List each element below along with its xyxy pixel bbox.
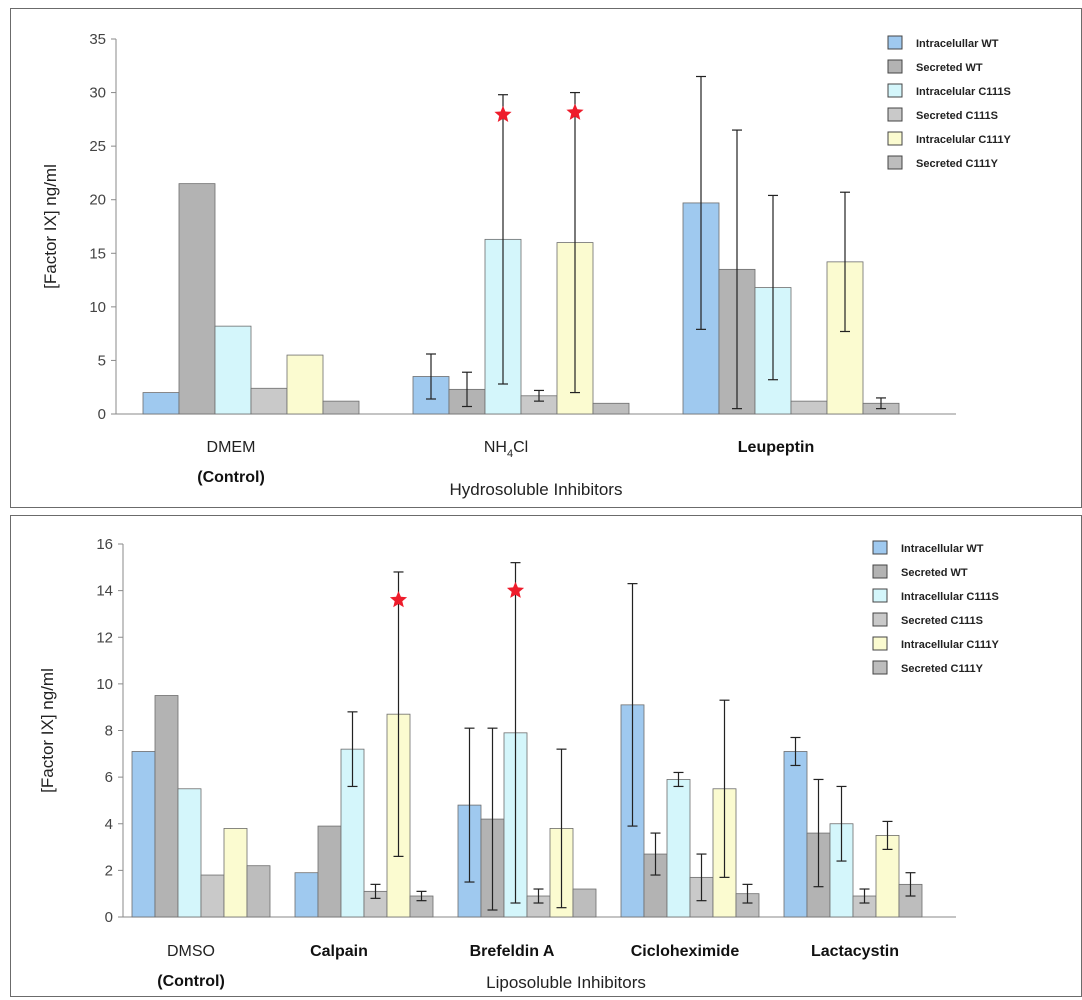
legend-swatch — [872, 636, 888, 651]
y-tick-label: 8 — [105, 723, 113, 740]
y-tick-label: 35 — [89, 31, 106, 48]
legend-swatch — [887, 59, 903, 74]
y-tick-label: 14 — [96, 583, 113, 600]
legend-label: Intracelullar WT — [916, 38, 999, 50]
legend-swatch — [872, 540, 888, 555]
x-axis-title: Liposoluble Inhibitors — [486, 973, 646, 992]
bar — [214, 325, 252, 415]
y-tick-label: 4 — [105, 816, 113, 833]
y-tick-label: 2 — [105, 862, 113, 879]
category-label: Leupeptin — [738, 439, 814, 456]
bar — [200, 874, 225, 918]
legend-swatch — [872, 588, 888, 603]
bar — [177, 788, 202, 918]
legend-swatch — [872, 660, 888, 675]
category-label: Calpain — [310, 943, 368, 960]
bar — [246, 865, 271, 918]
y-tick-label: 30 — [89, 85, 106, 102]
legend-swatch — [887, 83, 903, 98]
legend-label: Secreted C111S — [916, 110, 998, 122]
category-label: Lactacystin — [811, 943, 899, 960]
hydrosoluble-chart: 0 5 10 15 20 25 30 35 [Factor IX] ng/ml DMEM (Cont… — [41, 31, 1011, 499]
category-label: DMEM — [207, 439, 256, 456]
significance-star — [389, 591, 408, 608]
legend-label: Secreted C111S — [901, 615, 983, 627]
liposoluble-inhibitors-panel: 0 2 4 6 8 10 12 14 16 [Factor IX] ng/ml DMSO (Contr… — [10, 515, 1082, 997]
y-tick-label: 0 — [98, 406, 106, 423]
legend-label: Secreted WT — [916, 62, 983, 74]
y-tick-label: 25 — [89, 138, 106, 155]
legend-swatch — [872, 612, 888, 627]
significance-star — [494, 105, 512, 122]
x-axis-title: Hydrosoluble Inhibitors — [450, 480, 623, 499]
bar — [223, 828, 248, 918]
legend-swatch — [887, 155, 903, 170]
category-label: Brefeldin A — [470, 943, 555, 960]
bar — [592, 402, 630, 415]
bar — [250, 387, 288, 415]
category-sublabel: (Control) — [197, 469, 265, 486]
liposoluble-chart: 0 2 4 6 8 10 12 14 16 [Factor IX] ng/ml DMSO (Contr… — [38, 536, 999, 992]
y-axis-label: [Factor IX] ng/ml — [41, 164, 60, 289]
bar — [154, 695, 179, 918]
category-label: DMSO — [167, 943, 215, 960]
bar — [666, 779, 691, 918]
bar — [131, 751, 156, 918]
y-tick-label: 16 — [96, 536, 113, 553]
category-sublabel: (Control) — [157, 973, 225, 990]
hydrosoluble-inhibitors-panel: 0 5 10 15 20 25 30 35 [Factor IX] ng/ml DMEM (Cont… — [10, 8, 1082, 508]
significance-star — [506, 581, 525, 598]
y-tick-label: 10 — [89, 299, 106, 316]
legend-label: Secreted WT — [901, 567, 968, 579]
bar — [286, 354, 324, 415]
bar — [783, 751, 808, 918]
bar — [294, 872, 319, 918]
y-tick-label: 20 — [89, 192, 106, 209]
category-label: Cicloheximide — [631, 943, 740, 960]
bar — [322, 400, 360, 415]
y-tick-label: 6 — [105, 769, 113, 786]
legend-label: Secreted C111Y — [916, 158, 999, 170]
bar — [178, 183, 216, 415]
y-tick-label: 5 — [98, 352, 106, 369]
category-label: NH4Cl — [484, 439, 528, 460]
significance-star — [566, 103, 584, 120]
legend-label: Intracellular C111S — [901, 591, 999, 603]
bar — [572, 888, 597, 918]
legend-label: Intracelular C111Y — [916, 134, 1011, 146]
y-tick-label: 10 — [96, 676, 113, 693]
y-tick-label: 15 — [89, 245, 106, 262]
legend-label: Intracellular WT — [901, 543, 984, 555]
legend-swatch — [887, 131, 903, 146]
bar — [317, 825, 342, 918]
legend-label: Intracellular C111Y — [901, 639, 999, 651]
legend-swatch — [887, 107, 903, 122]
legend-label: Secreted C111Y — [901, 663, 984, 675]
legend-swatch — [887, 35, 903, 50]
legend-label: Intracelular C111S — [916, 86, 1011, 98]
legend-swatch — [872, 564, 888, 579]
y-axis-label: [Factor IX] ng/ml — [38, 668, 57, 793]
y-tick-label: 12 — [96, 629, 113, 646]
bar — [142, 392, 180, 415]
bar — [790, 400, 828, 415]
y-tick-label: 0 — [105, 909, 113, 926]
